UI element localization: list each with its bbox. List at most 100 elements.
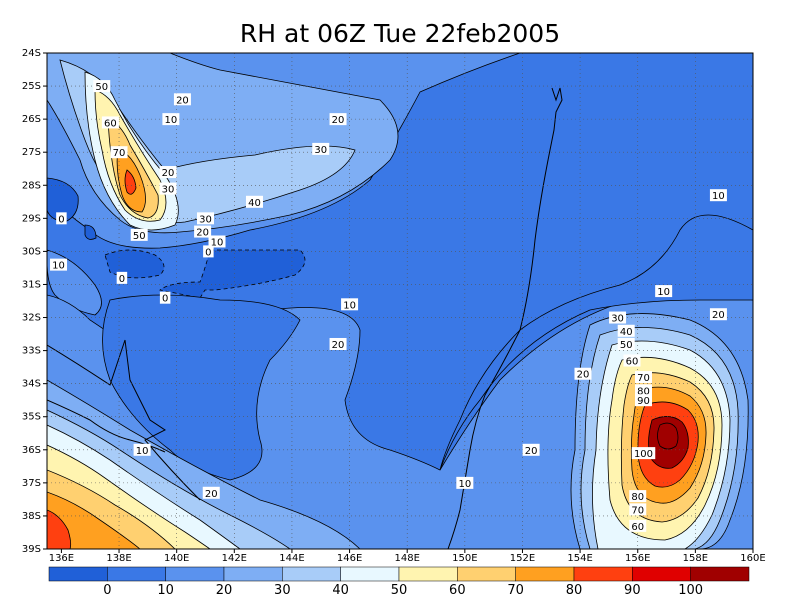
y-tick-label: 30S bbox=[22, 246, 41, 257]
y-tick-label: 38S bbox=[22, 511, 41, 522]
contour-label-box bbox=[203, 245, 214, 258]
contour-label-box bbox=[329, 337, 347, 350]
colorbar-swatch bbox=[282, 566, 341, 582]
contour-label-box bbox=[709, 308, 727, 321]
coastline-west bbox=[47, 339, 201, 501]
contour-label: 20 bbox=[196, 228, 209, 239]
contour-label: 30 bbox=[314, 145, 327, 156]
plot-frame bbox=[46, 52, 754, 550]
contour-label: 10 bbox=[52, 261, 65, 272]
contour-label-box bbox=[456, 476, 474, 489]
colorbar-label: 20 bbox=[216, 583, 233, 598]
colorbar-swatch bbox=[690, 566, 750, 582]
colorbar-swatch bbox=[107, 566, 166, 582]
contour-label: 0 bbox=[205, 247, 211, 258]
y-tick-label: 25S bbox=[22, 81, 41, 92]
x-tick-label: 142E bbox=[222, 553, 247, 564]
y-tick-label: 28S bbox=[22, 180, 41, 191]
contour-label: 60 bbox=[631, 522, 644, 533]
contour-label: 30 bbox=[162, 185, 175, 196]
contour-label-box bbox=[617, 337, 635, 350]
contour-label: 20 bbox=[332, 340, 345, 351]
contour-label: 10 bbox=[136, 446, 149, 457]
contour-label-box bbox=[631, 447, 656, 460]
colorbar-swatch bbox=[457, 566, 516, 582]
contour-label: 50 bbox=[95, 82, 108, 93]
contour-label: 90 bbox=[637, 396, 650, 407]
contour-label: 50 bbox=[133, 231, 146, 242]
contour-label-box bbox=[245, 195, 263, 208]
contour-fill-80-90-southwest bbox=[47, 491, 141, 549]
contour-label-box bbox=[196, 212, 214, 225]
contour-label: 70 bbox=[113, 148, 126, 159]
contour-label: 70 bbox=[637, 373, 650, 384]
colorbar-label: 90 bbox=[624, 583, 641, 598]
contour-label: 80 bbox=[637, 386, 650, 397]
contour-label-box bbox=[522, 443, 540, 456]
x-tick-label: 140E bbox=[164, 553, 189, 564]
colorbar-label: 40 bbox=[332, 583, 349, 598]
contour-fill-0-10-central2 bbox=[159, 249, 306, 299]
contour-label: 10 bbox=[211, 237, 224, 248]
x-tick-label: 158E bbox=[683, 553, 708, 564]
contour-label: 40 bbox=[248, 198, 261, 209]
contour-label-box bbox=[50, 258, 68, 271]
contour-label-box bbox=[634, 384, 652, 397]
contour-label: 50 bbox=[620, 340, 633, 351]
contour-fill-100-core bbox=[657, 422, 679, 450]
contour-fill-0-10-west bbox=[47, 177, 79, 223]
contour-label-box bbox=[574, 367, 592, 380]
y-tick-label: 35S bbox=[22, 412, 41, 423]
contour-label-box bbox=[159, 166, 177, 179]
colorbar-label: 70 bbox=[507, 583, 524, 598]
contour-label: 0 bbox=[58, 214, 64, 225]
contour-label: 70 bbox=[631, 505, 644, 516]
y-tick-label: 32S bbox=[22, 313, 41, 324]
colorbar-label: 50 bbox=[391, 583, 408, 598]
contour-label-box bbox=[110, 146, 128, 159]
contour-label: 0 bbox=[162, 294, 168, 305]
contour-label-box bbox=[93, 80, 111, 93]
contour-label: 60 bbox=[626, 357, 639, 368]
x-tick-label: 146E bbox=[337, 553, 362, 564]
colorbar-swatch bbox=[223, 566, 283, 582]
x-tick-label: 136E bbox=[49, 553, 74, 564]
contour-label: 20 bbox=[162, 168, 175, 179]
contour-label-box bbox=[341, 298, 359, 311]
colorbar-label: 0 bbox=[103, 583, 111, 598]
contour-label: 20 bbox=[525, 446, 538, 457]
contour-label: 60 bbox=[104, 118, 117, 129]
contour-label: 20 bbox=[205, 489, 218, 500]
contour-label-box bbox=[159, 182, 177, 195]
colorbar-label: 80 bbox=[566, 583, 583, 598]
contour-label-box bbox=[56, 212, 67, 225]
contour-label: 0 bbox=[119, 274, 125, 285]
contour-label: 30 bbox=[199, 214, 212, 225]
contour-fill-90-100-southwest bbox=[47, 509, 72, 549]
colorbar-swatch bbox=[573, 566, 633, 582]
x-tick-label: 154E bbox=[567, 553, 592, 564]
contour-label: 20 bbox=[176, 95, 189, 106]
contour-label: 30 bbox=[611, 314, 624, 325]
y-tick-label: 33S bbox=[22, 346, 41, 357]
chart-title: RH at 06Z Tue 22feb2005 bbox=[240, 19, 560, 48]
y-tick-label: 39S bbox=[22, 544, 41, 555]
contour-label-box bbox=[130, 228, 148, 241]
contour-label-box bbox=[194, 225, 212, 238]
contour-label: 40 bbox=[620, 327, 633, 338]
x-tick-label: 152E bbox=[510, 553, 535, 564]
colorbar: 0 10 20 30 40 50 60 70 80 90 100 bbox=[48, 566, 750, 598]
map-plot-area bbox=[47, 53, 753, 549]
contour-label-box bbox=[312, 142, 330, 155]
contour-label: 10 bbox=[712, 191, 725, 202]
contour-label-box bbox=[159, 291, 171, 304]
contour-label-box bbox=[629, 503, 647, 516]
contour-label: 20 bbox=[712, 310, 725, 321]
contour-label-box bbox=[202, 486, 220, 499]
contour-label: 20 bbox=[577, 370, 590, 381]
contour-label-box bbox=[629, 490, 647, 503]
colorbar-label: 10 bbox=[157, 583, 174, 598]
contour-label-box bbox=[101, 116, 119, 129]
contour-label: 80 bbox=[631, 492, 644, 503]
contour-label-box bbox=[609, 311, 627, 324]
